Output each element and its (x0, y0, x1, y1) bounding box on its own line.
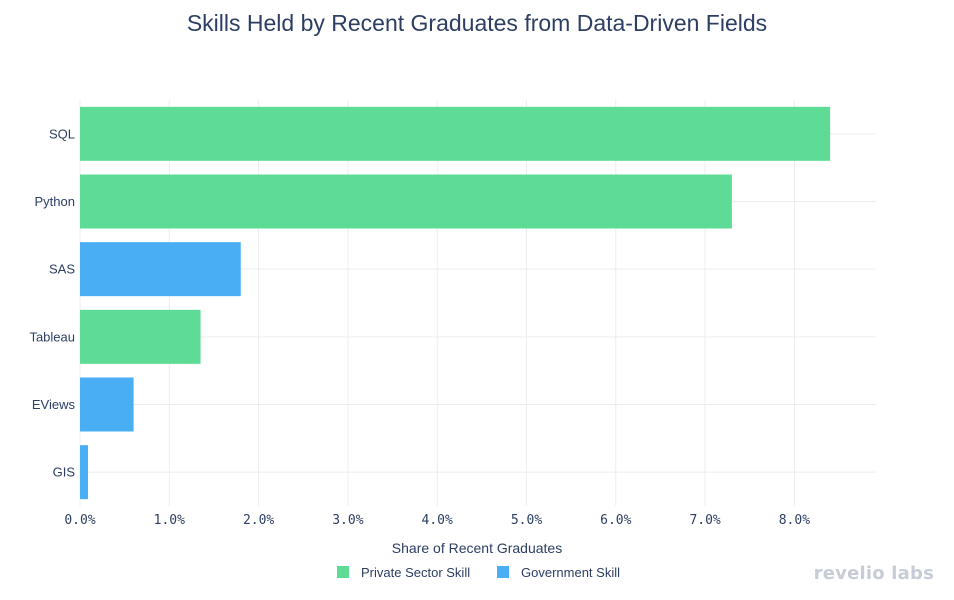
bar-eviews[interactable] (80, 377, 134, 432)
bar-gis[interactable] (80, 445, 89, 500)
bars (80, 106, 831, 500)
grid-lines (79, 100, 876, 506)
x-tick-label: 2.0% (243, 513, 274, 528)
x-tick-label: 5.0% (511, 513, 542, 528)
x-axis-ticks: 0.0% 1.0% 2.0% 3.0% 4.0% 5.0% 6.0% 7.0% 8.0% (64, 513, 810, 528)
legend-label[interactable]: Private Sector Skill (361, 565, 470, 580)
legend-swatch[interactable] (337, 566, 349, 578)
x-tick-label: 0.0% (64, 513, 95, 528)
y-tick-label: EViews (32, 397, 76, 412)
bar-python[interactable] (80, 174, 732, 229)
y-tick-label: SAS (49, 262, 75, 277)
y-tick-label: GIS (53, 465, 76, 480)
x-tick-label: 6.0% (600, 513, 631, 528)
x-axis-title: Share of Recent Graduates (392, 540, 562, 556)
legend-swatch[interactable] (497, 566, 509, 578)
bar-sql[interactable] (80, 106, 831, 161)
legend-label[interactable]: Government Skill (521, 565, 620, 580)
brand-logo: revelio labs (813, 563, 934, 584)
x-tick-label: 4.0% (422, 513, 453, 528)
chart-title: Skills Held by Recent Graduates from Dat… (186, 10, 768, 36)
y-tick-label: Python (35, 194, 75, 209)
x-tick-label: 3.0% (332, 513, 363, 528)
legend: Private Sector Skill Government Skill (337, 565, 620, 580)
y-axis-categories: SQL Python SAS Tableau EViews GIS (29, 126, 75, 479)
x-tick-label: 7.0% (689, 513, 720, 528)
y-tick-label: Tableau (29, 329, 75, 344)
bar-sas[interactable] (80, 242, 241, 297)
x-tick-label: 1.0% (154, 513, 185, 528)
x-tick-label: 8.0% (779, 513, 810, 528)
bar-tableau[interactable] (80, 309, 201, 364)
y-tick-label: SQL (49, 126, 75, 141)
